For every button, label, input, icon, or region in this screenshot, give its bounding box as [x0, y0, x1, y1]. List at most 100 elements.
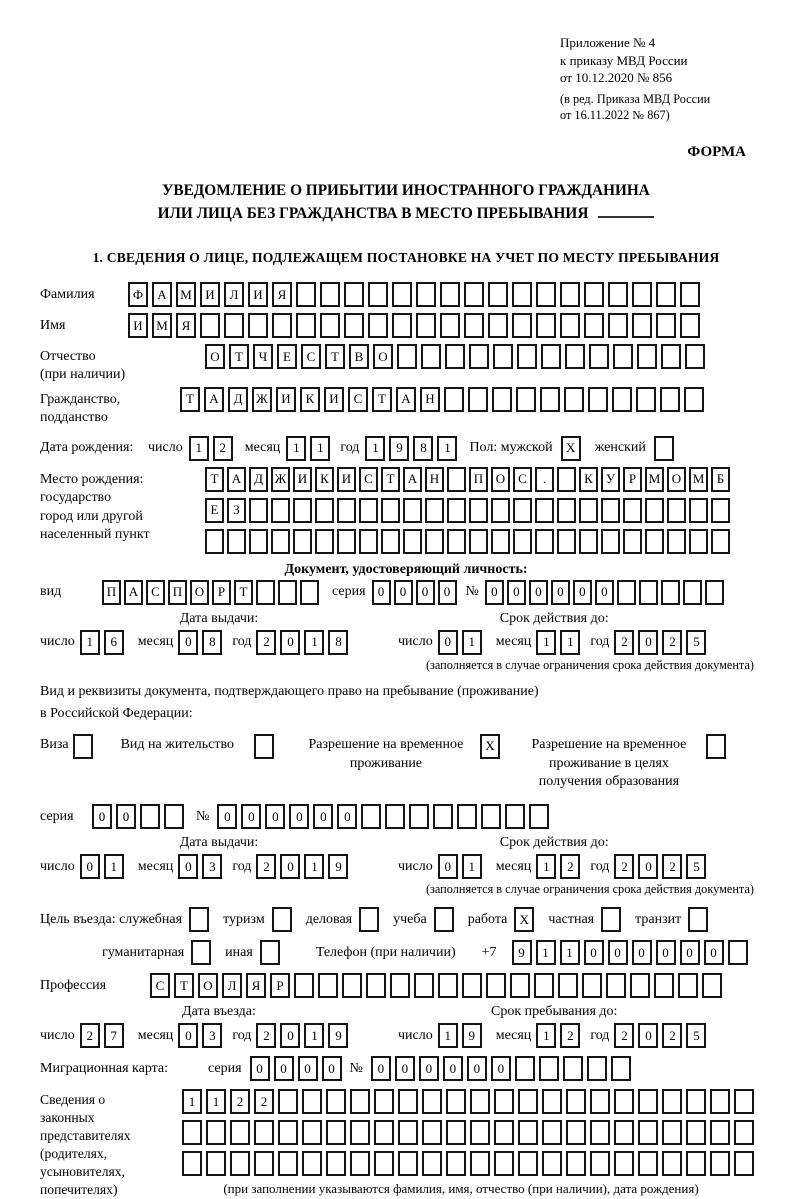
char-cell[interactable]: 0 — [583, 940, 604, 966]
char-cell[interactable]: 0 — [442, 1056, 463, 1082]
char-cell[interactable] — [470, 1120, 490, 1146]
char-cell[interactable]: 8 — [202, 629, 223, 655]
char-cell[interactable]: Б — [711, 466, 730, 492]
tourism-checkbox[interactable] — [271, 907, 296, 933]
char-cell[interactable] — [623, 497, 642, 523]
char-cell[interactable]: Т — [205, 466, 224, 492]
char-cell[interactable]: 2 — [256, 1023, 277, 1049]
char-cell[interactable] — [662, 1120, 682, 1146]
char-cell[interactable]: 0 — [337, 804, 358, 830]
char-cell[interactable] — [230, 1151, 250, 1177]
char-cell[interactable]: 1 — [304, 1023, 325, 1049]
char-cell[interactable] — [326, 1151, 346, 1177]
char-cell[interactable] — [300, 579, 319, 605]
char-cell[interactable]: О — [491, 466, 510, 492]
char-cell[interactable]: Т — [180, 386, 200, 412]
char-cell[interactable]: 5 — [686, 1023, 707, 1049]
char-cell[interactable] — [296, 313, 316, 339]
char-cell[interactable] — [491, 497, 510, 523]
char-cell[interactable] — [662, 1151, 682, 1177]
char-cell[interactable]: X — [479, 733, 500, 759]
char-cell[interactable]: 0 — [437, 579, 457, 605]
humanitarian-checkbox[interactable] — [191, 940, 215, 966]
char-cell[interactable]: 1 — [304, 854, 325, 880]
char-cell[interactable] — [582, 973, 602, 999]
char-cell[interactable]: С — [146, 579, 165, 605]
char-cell[interactable] — [350, 1089, 370, 1115]
char-cell[interactable]: 0 — [655, 940, 676, 966]
char-cell[interactable] — [469, 528, 488, 554]
char-cell[interactable]: 0 — [273, 1056, 294, 1082]
char-cell[interactable]: 1 — [560, 629, 581, 655]
char-cell[interactable] — [686, 1151, 706, 1177]
char-cell[interactable] — [510, 973, 530, 999]
char-cell[interactable] — [686, 1089, 706, 1115]
char-cell[interactable]: 1 — [182, 1089, 202, 1115]
char-cell[interactable]: П — [168, 579, 187, 605]
char-cell[interactable] — [688, 907, 709, 933]
char-cell[interactable] — [385, 804, 406, 830]
char-cell[interactable] — [734, 1151, 754, 1177]
char-cell[interactable]: Т — [229, 344, 249, 370]
char-cell[interactable] — [565, 344, 585, 370]
char-cell[interactable] — [513, 528, 532, 554]
char-cell[interactable]: С — [301, 344, 321, 370]
rvp-checkbox[interactable]: X — [479, 732, 504, 759]
char-cell[interactable] — [294, 973, 314, 999]
char-cell[interactable]: А — [403, 466, 422, 492]
char-cell[interactable] — [557, 466, 576, 492]
char-cell[interactable] — [606, 973, 626, 999]
char-cell[interactable]: Е — [277, 344, 297, 370]
char-cell[interactable] — [374, 1120, 394, 1146]
char-cell[interactable] — [271, 528, 290, 554]
char-cell[interactable]: С — [359, 466, 378, 492]
char-cell[interactable] — [337, 497, 356, 523]
char-cell[interactable]: К — [300, 386, 320, 412]
char-cell[interactable]: И — [248, 282, 268, 308]
char-cell[interactable] — [444, 386, 464, 412]
char-cell[interactable] — [535, 497, 554, 523]
char-cell[interactable]: 0 — [178, 854, 199, 880]
char-cell[interactable] — [189, 907, 210, 933]
char-cell[interactable]: 2 — [614, 1023, 635, 1049]
char-cell[interactable] — [705, 733, 726, 759]
char-cell[interactable] — [470, 1151, 490, 1177]
char-cell[interactable] — [512, 313, 532, 339]
char-cell[interactable]: 0 — [638, 629, 659, 655]
char-cell[interactable] — [422, 1089, 442, 1115]
char-cell[interactable]: 2 — [614, 629, 635, 655]
char-cell[interactable] — [293, 528, 312, 554]
char-cell[interactable] — [638, 1120, 658, 1146]
char-cell[interactable] — [685, 344, 705, 370]
rvp-education-checkbox[interactable] — [705, 732, 730, 759]
char-cell[interactable] — [433, 804, 454, 830]
char-cell[interactable]: 0 — [265, 804, 286, 830]
char-cell[interactable]: 1 — [535, 940, 556, 966]
char-cell[interactable] — [579, 497, 598, 523]
char-cell[interactable] — [660, 386, 680, 412]
char-cell[interactable]: 0 — [79, 854, 100, 880]
char-cell[interactable] — [72, 733, 93, 759]
char-cell[interactable] — [518, 1151, 538, 1177]
char-cell[interactable]: 0 — [437, 854, 458, 880]
char-cell[interactable] — [518, 1120, 538, 1146]
char-cell[interactable] — [560, 282, 580, 308]
char-cell[interactable] — [315, 497, 334, 523]
char-cell[interactable]: 0 — [550, 579, 570, 605]
char-cell[interactable] — [579, 528, 598, 554]
char-cell[interactable]: А — [396, 386, 416, 412]
char-cell[interactable]: 5 — [686, 629, 707, 655]
char-cell[interactable]: 0 — [280, 854, 301, 880]
study-checkbox[interactable] — [433, 907, 458, 933]
char-cell[interactable]: 0 — [418, 1056, 439, 1082]
char-cell[interactable] — [249, 528, 268, 554]
char-cell[interactable] — [271, 497, 290, 523]
char-cell[interactable] — [638, 579, 658, 605]
char-cell[interactable]: 2 — [212, 435, 233, 461]
